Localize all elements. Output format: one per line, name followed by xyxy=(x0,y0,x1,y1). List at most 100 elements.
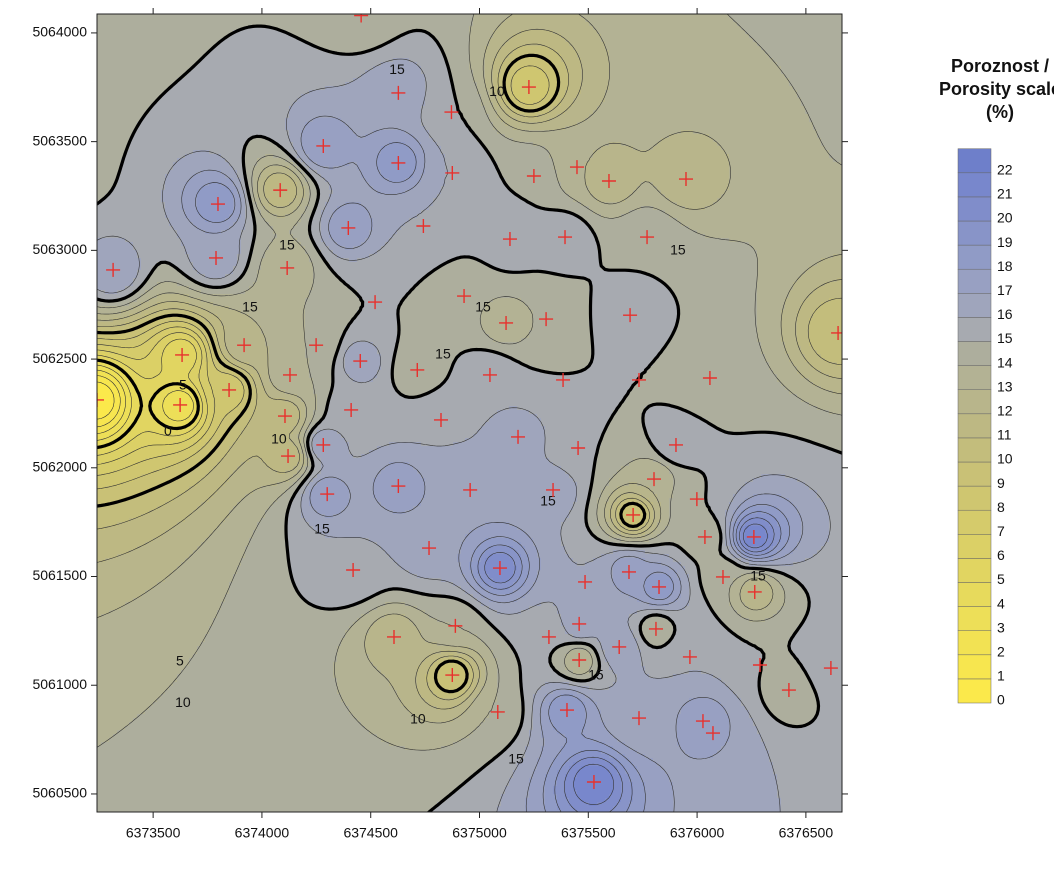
field-cell xyxy=(229,514,266,519)
field-cell xyxy=(397,386,438,391)
field-cell xyxy=(221,170,238,175)
field-cell xyxy=(665,770,774,775)
field-cell xyxy=(289,554,390,559)
field-cell xyxy=(237,170,246,175)
field-cell xyxy=(789,526,802,531)
field-cell xyxy=(589,322,678,327)
field-cell xyxy=(117,430,130,435)
field-cell xyxy=(597,658,606,663)
contour-label: 15 xyxy=(279,237,295,253)
field-cell xyxy=(369,626,418,631)
field-cell xyxy=(657,522,670,527)
field-cell xyxy=(537,758,554,763)
field-cell xyxy=(125,150,194,155)
field-cell xyxy=(157,486,190,491)
field-cell xyxy=(317,482,346,487)
field-cell xyxy=(809,378,842,383)
field-cell xyxy=(797,478,842,483)
field-cell xyxy=(757,290,790,295)
field-cell xyxy=(305,478,314,483)
field-cell xyxy=(613,786,622,791)
field-cell xyxy=(213,402,242,407)
field-cell xyxy=(729,178,842,183)
field-cell xyxy=(377,474,422,479)
field-cell xyxy=(625,198,670,203)
field-cell xyxy=(97,530,166,535)
field-cell xyxy=(329,246,346,251)
colorbar-band xyxy=(957,268,992,294)
field-cell xyxy=(545,442,602,447)
field-cell xyxy=(793,650,842,655)
field-cell xyxy=(141,474,182,479)
colorbar-label: 13 xyxy=(997,378,1013,394)
field-cell xyxy=(309,602,358,607)
field-cell xyxy=(617,558,646,563)
field-cell xyxy=(97,550,130,555)
field-cell xyxy=(569,766,582,771)
field-cell xyxy=(313,386,334,391)
x-tick-label: 6375000 xyxy=(452,825,507,841)
field-cell xyxy=(617,802,630,807)
field-cell xyxy=(433,270,510,275)
field-cell xyxy=(389,178,406,183)
field-cell xyxy=(197,206,234,211)
field-cell xyxy=(289,114,422,119)
field-cell xyxy=(97,182,118,187)
field-cell xyxy=(313,382,334,387)
field-cell xyxy=(209,350,218,355)
field-cell xyxy=(721,194,842,199)
field-cell xyxy=(133,398,142,403)
field-cell xyxy=(105,486,158,491)
colorbar-band xyxy=(957,389,992,415)
colorbar-label: 2 xyxy=(997,644,1005,660)
field-cell xyxy=(545,94,558,99)
field-cell xyxy=(549,150,594,155)
field-cell xyxy=(253,166,266,171)
field-cell xyxy=(241,182,246,187)
field-cell xyxy=(117,370,126,375)
field-cell xyxy=(481,426,546,431)
field-cell xyxy=(209,410,214,415)
field-cell xyxy=(313,506,346,511)
field-cell xyxy=(245,406,258,411)
field-cell xyxy=(757,302,786,307)
field-cell xyxy=(269,350,306,355)
field-cell xyxy=(625,754,646,759)
field-cell xyxy=(713,510,726,515)
field-cell xyxy=(801,522,830,527)
field-cell xyxy=(449,66,470,71)
field-cell xyxy=(121,158,178,163)
contour-line xyxy=(97,364,194,441)
field-cell xyxy=(337,254,370,259)
field-cell xyxy=(405,510,570,515)
field-cell xyxy=(405,706,438,711)
field-cell xyxy=(133,282,146,287)
field-cell xyxy=(209,322,222,327)
field-cell xyxy=(429,390,630,395)
field-cell xyxy=(505,354,594,359)
field-cell xyxy=(261,374,270,379)
field-cell xyxy=(681,578,690,583)
field-cell xyxy=(189,370,202,375)
field-cell xyxy=(173,162,230,167)
field-cell xyxy=(393,358,458,363)
field-cell xyxy=(797,338,810,343)
field-cell xyxy=(725,190,842,195)
field-cell xyxy=(233,198,242,203)
field-cell xyxy=(705,490,738,495)
field-cell xyxy=(569,758,582,763)
field-cell xyxy=(589,186,638,191)
field-cell xyxy=(333,382,394,387)
field-cell xyxy=(477,134,506,139)
field-cell xyxy=(489,90,494,95)
field-cell xyxy=(477,770,514,775)
field-cell xyxy=(421,278,590,283)
field-cell xyxy=(593,662,602,667)
field-cell xyxy=(345,202,362,207)
field-cell xyxy=(425,638,482,643)
field-cell xyxy=(577,122,814,127)
field-cell xyxy=(301,218,310,223)
field-cell xyxy=(657,534,722,539)
field-cell xyxy=(253,250,266,255)
field-cell xyxy=(597,650,606,655)
